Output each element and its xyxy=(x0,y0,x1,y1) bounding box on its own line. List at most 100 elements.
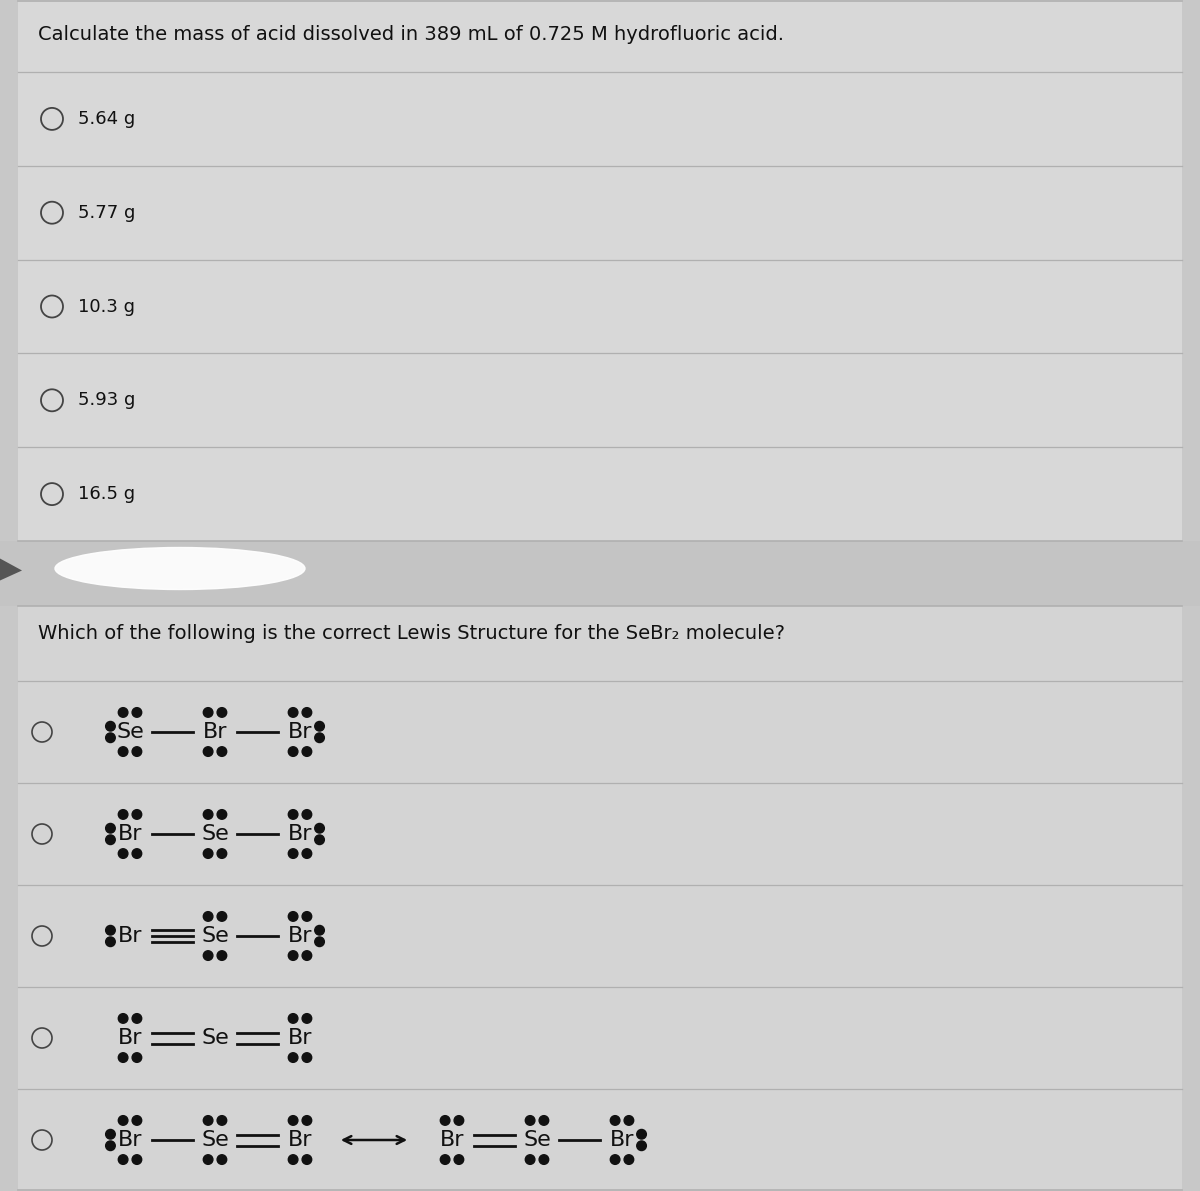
Circle shape xyxy=(119,1155,128,1165)
Circle shape xyxy=(454,1155,463,1165)
Text: 5.64 g: 5.64 g xyxy=(78,110,136,127)
Circle shape xyxy=(119,707,128,717)
Circle shape xyxy=(302,810,312,819)
Circle shape xyxy=(106,937,115,947)
Text: Se: Se xyxy=(116,722,144,742)
Text: Se: Se xyxy=(202,1130,229,1151)
Circle shape xyxy=(119,849,128,859)
Circle shape xyxy=(288,1053,298,1062)
Circle shape xyxy=(119,1116,128,1125)
Text: 5.77 g: 5.77 g xyxy=(78,204,136,222)
Bar xyxy=(18,606,1182,1191)
Circle shape xyxy=(302,950,312,960)
Circle shape xyxy=(440,1155,450,1165)
Circle shape xyxy=(106,925,115,935)
Circle shape xyxy=(203,810,212,819)
Circle shape xyxy=(302,707,312,717)
Circle shape xyxy=(637,1129,647,1139)
Circle shape xyxy=(217,911,227,922)
Text: Br: Br xyxy=(288,1130,312,1151)
Circle shape xyxy=(132,1116,142,1125)
Circle shape xyxy=(217,1155,227,1165)
Circle shape xyxy=(314,925,324,935)
Circle shape xyxy=(119,747,128,756)
Circle shape xyxy=(624,1155,634,1165)
Text: Br: Br xyxy=(288,824,312,844)
Text: Calculate the mass of acid dissolved in 389 mL of 0.725 M hydrofluoric acid.: Calculate the mass of acid dissolved in … xyxy=(38,25,784,44)
Circle shape xyxy=(203,911,212,922)
Circle shape xyxy=(526,1155,535,1165)
Circle shape xyxy=(288,1014,298,1023)
Ellipse shape xyxy=(55,548,305,590)
Circle shape xyxy=(106,722,115,731)
Text: Br: Br xyxy=(118,925,143,946)
Circle shape xyxy=(302,911,312,922)
Circle shape xyxy=(203,950,212,960)
Text: Br: Br xyxy=(118,1130,143,1151)
Circle shape xyxy=(203,707,212,717)
Circle shape xyxy=(203,747,212,756)
Circle shape xyxy=(288,747,298,756)
Circle shape xyxy=(302,1014,312,1023)
Circle shape xyxy=(217,810,227,819)
Circle shape xyxy=(539,1116,548,1125)
Circle shape xyxy=(132,849,142,859)
Text: 10.3 g: 10.3 g xyxy=(78,298,134,316)
Text: Which of the following is the correct Lewis Structure for the SeBr₂ molecule?: Which of the following is the correct Le… xyxy=(38,624,785,643)
Circle shape xyxy=(106,1141,115,1151)
Circle shape xyxy=(611,1155,620,1165)
Circle shape xyxy=(637,1141,647,1151)
Text: Se: Se xyxy=(202,1028,229,1048)
Bar xyxy=(18,0,1182,541)
Circle shape xyxy=(106,1129,115,1139)
Circle shape xyxy=(302,1053,312,1062)
Circle shape xyxy=(302,849,312,859)
Circle shape xyxy=(203,1116,212,1125)
Circle shape xyxy=(288,1116,298,1125)
Circle shape xyxy=(539,1155,548,1165)
Text: Br: Br xyxy=(118,824,143,844)
Circle shape xyxy=(132,1014,142,1023)
Polygon shape xyxy=(0,559,22,580)
Circle shape xyxy=(119,1014,128,1023)
Circle shape xyxy=(217,1116,227,1125)
Circle shape xyxy=(203,849,212,859)
Text: Se: Se xyxy=(202,925,229,946)
Circle shape xyxy=(132,810,142,819)
Circle shape xyxy=(302,1116,312,1125)
Circle shape xyxy=(288,911,298,922)
Circle shape xyxy=(314,937,324,947)
Text: Br: Br xyxy=(439,1130,464,1151)
Circle shape xyxy=(288,810,298,819)
Circle shape xyxy=(106,835,115,844)
Circle shape xyxy=(217,747,227,756)
Circle shape xyxy=(132,707,142,717)
Circle shape xyxy=(454,1116,463,1125)
Bar xyxy=(0,541,1200,606)
Circle shape xyxy=(119,1053,128,1062)
Circle shape xyxy=(217,849,227,859)
Circle shape xyxy=(119,810,128,819)
Circle shape xyxy=(132,1053,142,1062)
Circle shape xyxy=(440,1116,450,1125)
Circle shape xyxy=(314,823,324,833)
Text: 16.5 g: 16.5 g xyxy=(78,485,136,503)
Text: Br: Br xyxy=(288,722,312,742)
Circle shape xyxy=(132,1155,142,1165)
Circle shape xyxy=(302,747,312,756)
Circle shape xyxy=(288,1155,298,1165)
Circle shape xyxy=(314,722,324,731)
Text: Se: Se xyxy=(202,824,229,844)
Text: Se: Se xyxy=(523,1130,551,1151)
Text: Br: Br xyxy=(118,1028,143,1048)
Text: Br: Br xyxy=(203,722,227,742)
Circle shape xyxy=(217,950,227,960)
Circle shape xyxy=(132,747,142,756)
Circle shape xyxy=(624,1116,634,1125)
Circle shape xyxy=(203,1155,212,1165)
Text: Br: Br xyxy=(288,1028,312,1048)
Circle shape xyxy=(526,1116,535,1125)
Circle shape xyxy=(302,1155,312,1165)
Circle shape xyxy=(288,849,298,859)
Text: 5.93 g: 5.93 g xyxy=(78,392,136,410)
